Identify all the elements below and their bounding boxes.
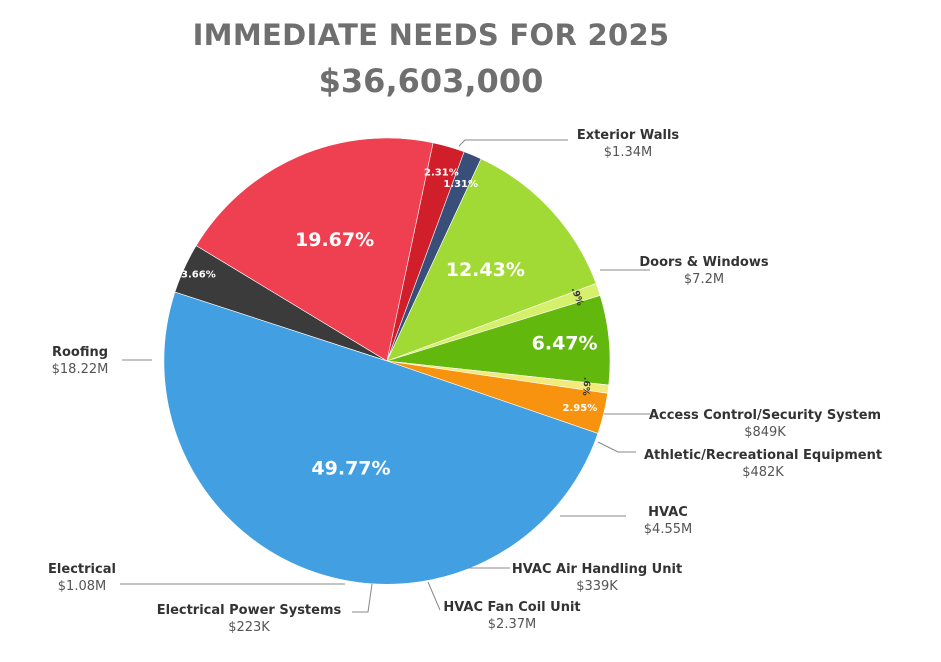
pie-slice-electrical-value: $1.08M	[58, 579, 106, 594]
chart-subtitle: $36,603,000	[318, 62, 544, 100]
pie-slice-exterior-walls-value: $1.34M	[604, 145, 652, 160]
pie-slice-roofing-percent: 49.77%	[311, 457, 390, 479]
pie-slice-access-control-security-system-percent: 2.31%	[424, 167, 459, 178]
pie-slice-electrical-power-systems-label: Electrical Power Systems	[157, 603, 342, 618]
chart-title: IMMEDIATE NEEDS FOR 2025	[192, 18, 670, 52]
pie-slice-electrical-power-systems-leader-line	[352, 583, 373, 613]
pie-slice-electrical-label: Electrical	[48, 562, 116, 577]
pie-slice-athletic-recreational-equipment-percent: 1.31%	[443, 179, 478, 190]
pie-slice-athletic-recreational-equipment-value: $482K	[742, 465, 784, 480]
pie-slice-roofing-value: $18.22M	[52, 362, 109, 377]
pie-slice-athletic-recreational-equipment-leader-line	[597, 441, 636, 453]
pie-slice-electrical-power-systems-value: $223K	[228, 620, 270, 635]
pie-slice-hvac-fan-coil-unit-leader-line	[427, 581, 441, 611]
pie-slices	[163, 137, 611, 585]
pie-slice-athletic-recreational-equipment-label: Athletic/Recreational Equipment	[644, 448, 882, 463]
pie-slice-electrical-power-systems-percent: .6%	[580, 377, 592, 397]
pie-slice-hvac	[386, 158, 597, 362]
pie-slice-access-control-security-system-value: $849K	[744, 425, 786, 440]
pie-slice-hvac-label: HVAC	[648, 505, 688, 520]
pie-slice-hvac-fan-coil-unit-label: HVAC Fan Coil Unit	[443, 600, 580, 615]
pie-slice-exterior-walls-leader-line	[458, 139, 568, 147]
pie-slice-doors-windows	[195, 137, 434, 362]
pie-labels: 3.66% Exterior Walls $1.34M 19.67% Doors & W…	[48, 128, 882, 635]
pie-slice-hvac-fan-coil-unit-value: $2.37M	[488, 617, 536, 632]
pie-slice-exterior-walls-percent: 3.66%	[181, 270, 216, 281]
pie-slice-roofing	[163, 291, 599, 585]
pie-slice-doors-windows-percent: 19.67%	[295, 229, 374, 251]
pie-slice-hvac-air-handling-unit-value: $339K	[576, 579, 618, 594]
pie-slice-hvac-air-handling-unit-label: HVAC Air Handling Unit	[512, 562, 682, 577]
pie-slice-hvac-fan-coil-unit-percent: 6.47%	[532, 333, 598, 355]
pie-slice-doors-windows-value: $7.2M	[684, 272, 724, 287]
pie-slice-roofing-label: Roofing	[52, 345, 108, 360]
pie-slice-electrical-percent: 2.95%	[563, 403, 598, 414]
pie-slice-access-control-security-system-label: Access Control/Security System	[649, 408, 881, 423]
pie-slice-hvac-percent: 12.43%	[446, 259, 525, 281]
pie-slice-exterior-walls-label: Exterior Walls	[577, 128, 680, 143]
pie-slice-doors-windows-label: Doors & Windows	[639, 255, 768, 270]
pie-slice-hvac-value: $4.55M	[644, 522, 692, 537]
